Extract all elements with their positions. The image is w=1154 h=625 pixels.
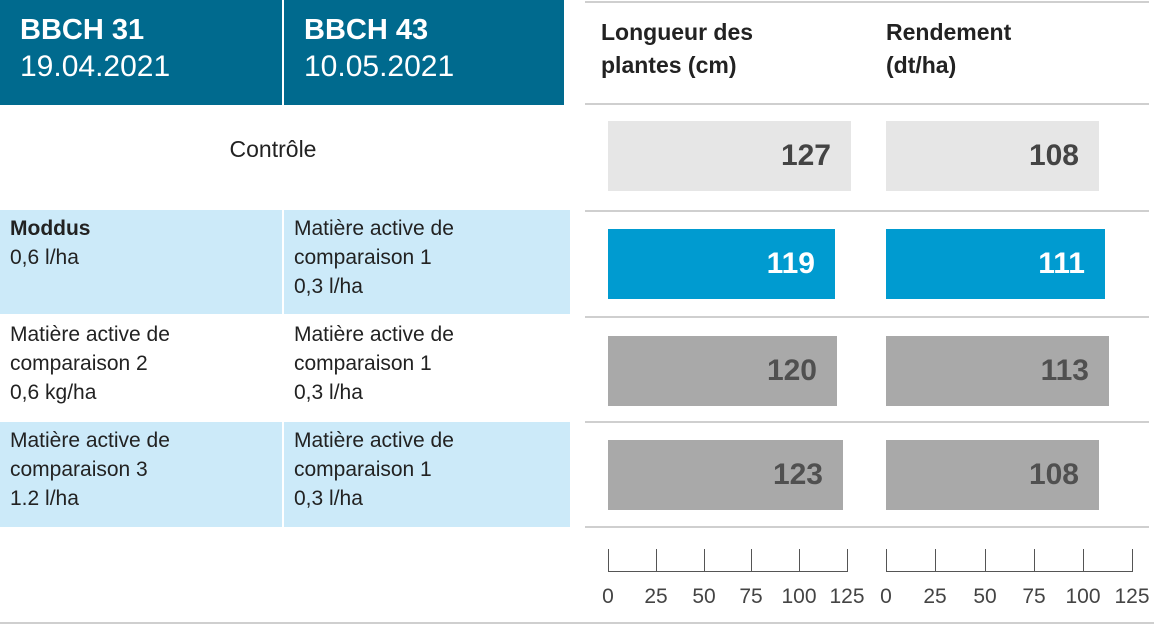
- x-axis-tick: [985, 549, 986, 572]
- moddus-dose: 0,6 l/ha: [10, 246, 79, 269]
- bbch43-stage: BBCH 43: [304, 14, 429, 46]
- x-axis-tick: [1132, 549, 1133, 572]
- x-axis-tick: [1083, 549, 1084, 572]
- row-rule: [585, 421, 1149, 423]
- x-tick-label: 25: [923, 585, 947, 608]
- cell-text: Matière active de: [10, 323, 170, 346]
- bar-comparison-3: 123: [608, 440, 843, 510]
- chart1-title-line1: Longueur des: [601, 19, 754, 45]
- row-comp3-app2: Matière active de comparaison 1 0,3 l/ha: [284, 422, 570, 527]
- cell-text: Matière active de: [10, 429, 170, 452]
- cell-text: Matière active de: [294, 429, 454, 452]
- cell-text: 1.2 l/ha: [10, 487, 79, 510]
- cell-text: Matière active de: [294, 217, 454, 240]
- cell-text: 0,3 l/ha: [294, 381, 363, 404]
- cell-text: comparaison 2: [10, 352, 148, 375]
- cell-text: 0,6 kg/ha: [10, 381, 97, 404]
- chart2-title-line1: Rendement: [886, 19, 1012, 45]
- x-axis-tick: [886, 549, 887, 572]
- chart2-title-line2: (dt/ha): [886, 52, 957, 78]
- cell-text: comparaison 1: [294, 458, 432, 481]
- bar-value-label: 119: [766, 247, 815, 280]
- x-tick-label: 100: [781, 585, 817, 608]
- bar-value-label: 108: [1028, 458, 1079, 491]
- x-tick-label: 50: [692, 585, 716, 608]
- row-comp3-app1: Matière active de comparaison 3 1.2 l/ha: [0, 422, 282, 527]
- row-rule: [585, 526, 1149, 528]
- bar-moddus: 119: [608, 229, 835, 299]
- cell-text: comparaison 3: [10, 458, 148, 481]
- row-rule: [585, 210, 1149, 212]
- x-tick-label: 0: [602, 585, 614, 608]
- bbch31-date: 19.04.2021: [20, 50, 171, 83]
- cell-text: comparaison 1: [294, 352, 432, 375]
- x-tick-label: 75: [1022, 585, 1046, 608]
- bar-value-label: 111: [1038, 247, 1085, 280]
- control-label: Contrôle: [229, 136, 317, 162]
- bbch31-stage: BBCH 31: [20, 14, 145, 46]
- row-comp2-app2: Matière active de comparaison 1 0,3 l/ha: [284, 316, 570, 420]
- row-moddus-app2: Matière active de comparaison 1 0,3 l/ha: [284, 210, 570, 314]
- bar-moddus: 111: [886, 229, 1105, 299]
- x-axis-tick: [799, 549, 800, 572]
- cell-text: comparaison 1: [294, 246, 432, 269]
- chart1-title: Longueur des plantes (cm): [601, 16, 753, 82]
- x-axis-line: [886, 571, 1132, 572]
- bar-control: 108: [886, 121, 1099, 191]
- bar-value-label: 113: [1040, 354, 1089, 387]
- bottom-rule: [0, 622, 1154, 624]
- bar-value-label: 127: [780, 139, 831, 172]
- header-bbch43: BBCH 43 10.05.2021: [284, 0, 564, 105]
- row-moddus-app1: Moddus 0,6 l/ha: [0, 210, 282, 314]
- bbch43-date: 10.05.2021: [304, 50, 455, 83]
- chart2-title: Rendement (dt/ha): [886, 16, 1011, 82]
- x-tick-label: 25: [644, 585, 668, 608]
- bar-comparison-3: 108: [886, 440, 1099, 510]
- header-bbch31: BBCH 31 19.04.2021: [0, 0, 282, 105]
- x-tick-label: 75: [739, 585, 763, 608]
- bar-value-label: 123: [772, 458, 823, 491]
- x-tick-label: 0: [880, 585, 892, 608]
- chart1-title-line2: plantes (cm): [601, 52, 737, 78]
- cell-text: Matière active de: [294, 323, 454, 346]
- x-axis-tick: [935, 549, 936, 572]
- row-rule: [585, 103, 1149, 105]
- x-axis-tick: [656, 549, 657, 572]
- cell-text: 0,3 l/ha: [294, 487, 363, 510]
- bar-value-label: 108: [1028, 139, 1079, 172]
- bar-comparison-2: 113: [886, 336, 1109, 406]
- bar-value-label: 120: [766, 354, 817, 387]
- row-rule: [585, 316, 1149, 318]
- moddus-name: Moddus: [10, 217, 91, 240]
- x-tick-label: 50: [973, 585, 997, 608]
- cell-text: 0,3 l/ha: [294, 275, 363, 298]
- x-tick-label: 125: [1114, 585, 1150, 608]
- x-axis-tick: [704, 549, 705, 572]
- x-axis-line: [608, 571, 847, 572]
- x-axis-tick: [608, 549, 609, 572]
- x-axis-tick: [1034, 549, 1035, 572]
- x-tick-label: 100: [1065, 585, 1101, 608]
- x-axis-tick: [751, 549, 752, 572]
- x-tick-label: 125: [829, 585, 865, 608]
- bar-control: 127: [608, 121, 851, 191]
- row-comp2-app1: Matière active de comparaison 2 0,6 kg/h…: [0, 316, 282, 420]
- x-axis-tick: [847, 549, 848, 572]
- chart-top-rule: [585, 1, 1149, 3]
- bar-comparison-2: 120: [608, 336, 837, 406]
